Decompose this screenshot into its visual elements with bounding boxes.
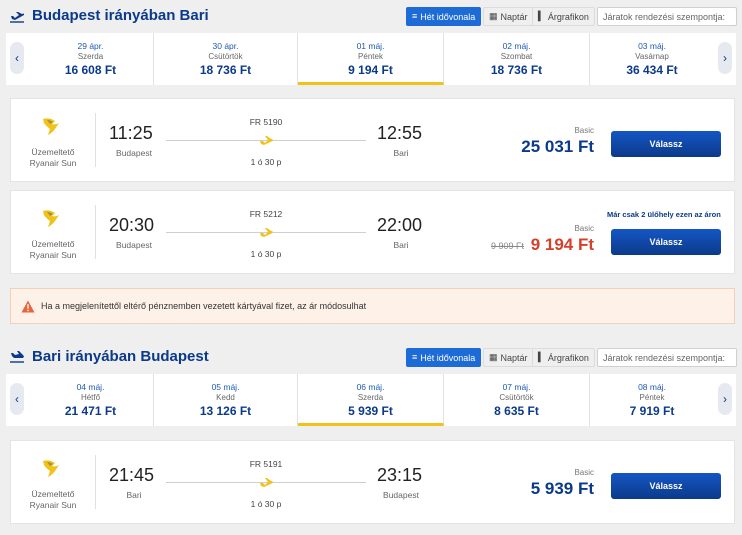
operator-name: Ryanair Sun bbox=[29, 500, 77, 510]
operator-name: Ryanair Sun bbox=[29, 158, 77, 168]
week-timeline-button[interactable]: ≡ Hét idővonala bbox=[406, 348, 482, 367]
chevron-left-icon: ‹ bbox=[15, 392, 19, 406]
date-cell[interactable]: 03 máj. Vasárnap 36 434 Ft bbox=[626, 41, 678, 77]
arrival-time: 12:55 bbox=[377, 123, 423, 143]
seats-remaining-note: Már csak 2 ülőhely ezen az áron bbox=[607, 210, 721, 219]
inbound-header: Bari irányában Budapest ≡ Hét idővonala … bbox=[0, 340, 742, 374]
week-timeline-button[interactable]: ≡ Hét idővonala bbox=[406, 7, 482, 26]
prev-week-button[interactable]: ‹ bbox=[10, 383, 24, 415]
ryanair-harp-logo bbox=[43, 460, 59, 477]
chevron-right-icon: › bbox=[723, 51, 727, 65]
arrival-city: Budapest bbox=[383, 490, 419, 500]
calendar-button[interactable]: ▦ Naptár bbox=[483, 348, 534, 367]
date-cell[interactable]: 02 máj. Szombat 18 736 Ft bbox=[444, 33, 590, 85]
date-cell[interactable]: 04 máj. Hétfő 21 471 Ft bbox=[28, 374, 154, 426]
sort-select[interactable]: Járatok rendezési szempontja: bbox=[597, 7, 737, 26]
departure-time: 11:25 bbox=[109, 123, 153, 143]
select-flight-button[interactable]: Válassz bbox=[611, 473, 721, 499]
date-cell-selected[interactable]: 01 máj. Péntek 9 194 Ft bbox=[298, 33, 444, 85]
divider bbox=[95, 455, 96, 509]
flight-duration: 1 ó 30 p bbox=[250, 157, 282, 167]
inbound-title: Bari irányában Budapest bbox=[32, 348, 209, 365]
departure-plane-icon bbox=[10, 12, 24, 23]
ryanair-harp-logo bbox=[43, 210, 59, 227]
date-cell[interactable]: 30 ápr. Csütörtök 18 736 Ft bbox=[154, 33, 298, 85]
prev-week-button[interactable]: ‹ bbox=[10, 42, 24, 74]
inbound-date-strip: ‹ 04 máj. Hétfő 21 471 Ft 05 máj. Kedd 1… bbox=[6, 374, 736, 426]
flight-card: Üzemeltető Ryanair Sun 11:25 Budapest FR… bbox=[10, 98, 735, 182]
flight-card: Üzemeltető Ryanair Sun 20:30 Budapest FR… bbox=[10, 190, 735, 274]
arrival-time: 22:00 bbox=[377, 215, 423, 235]
flight-price: 9 194 Ft bbox=[530, 235, 594, 254]
next-week-button[interactable]: › bbox=[718, 42, 732, 74]
outbound-header: Budapest irányában Bari ≡ Hét idővonala … bbox=[0, 0, 742, 34]
departure-time: 20:30 bbox=[109, 215, 155, 235]
select-flight-button[interactable]: Válassz bbox=[611, 131, 721, 157]
currency-warning: Ha a megjelenítettől eltérő pénznemben v… bbox=[10, 288, 735, 324]
warning-icon bbox=[21, 300, 35, 312]
plane-icon bbox=[260, 136, 273, 145]
date-cell[interactable]: 08 máj. Péntek 7 919 Ft bbox=[629, 382, 675, 418]
outbound-date-strip: ‹ 29 ápr. Szerda 16 608 Ft 30 ápr. Csütö… bbox=[6, 33, 736, 85]
arrival-plane-icon bbox=[10, 351, 24, 363]
price-chart-button[interactable]: ▍ Árgrafikon bbox=[532, 348, 595, 367]
departure-city: Bari bbox=[126, 490, 142, 500]
divider bbox=[95, 113, 96, 167]
flight-card: Üzemeltető Ryanair Sun 21:45 Bari FR 519… bbox=[10, 440, 735, 524]
calendar-button[interactable]: ▦ Naptár bbox=[483, 7, 534, 26]
arrival-time: 23:15 bbox=[377, 465, 423, 485]
departure-time: 21:45 bbox=[109, 465, 155, 485]
list-icon: ≡ bbox=[412, 352, 418, 362]
operator-name: Ryanair Sun bbox=[29, 250, 77, 260]
route-line bbox=[166, 140, 366, 141]
route-line bbox=[166, 482, 366, 483]
date-cell[interactable]: 07 máj. Csütörtök 8 635 Ft bbox=[444, 374, 590, 426]
operator-label: Üzemeltető bbox=[31, 239, 75, 249]
route-line bbox=[166, 232, 366, 233]
divider bbox=[95, 205, 96, 259]
ryanair-harp-logo bbox=[43, 118, 59, 135]
fare-type: Basic bbox=[574, 224, 594, 233]
flight-price: 25 031 Ft bbox=[521, 137, 594, 156]
flight-number: FR 5190 bbox=[249, 117, 283, 127]
calendar-icon: ▦ bbox=[489, 352, 498, 362]
outbound-title: Budapest irányában Bari bbox=[32, 7, 209, 24]
operator-label: Üzemeltető bbox=[31, 147, 75, 157]
departure-city: Budapest bbox=[116, 240, 152, 250]
flight-duration: 1 ó 30 p bbox=[250, 499, 282, 509]
flight-number: FR 5191 bbox=[249, 459, 283, 469]
arrival-city: Bari bbox=[393, 240, 409, 250]
flight-price: 5 939 Ft bbox=[530, 479, 594, 498]
date-cell-selected[interactable]: 06 máj. Szerda 5 939 Ft bbox=[298, 374, 444, 426]
bar-chart-icon: ▍ bbox=[538, 352, 545, 362]
date-cell[interactable]: 29 ápr. Szerda 16 608 Ft bbox=[28, 33, 154, 85]
flight-duration: 1 ó 30 p bbox=[250, 249, 282, 259]
arrival-city: Bari bbox=[393, 148, 409, 158]
list-icon: ≡ bbox=[412, 11, 418, 21]
flight-number: FR 5212 bbox=[249, 209, 283, 219]
date-cell[interactable]: 05 máj. Kedd 13 126 Ft bbox=[154, 374, 298, 426]
chevron-right-icon: › bbox=[723, 392, 727, 406]
price-chart-button[interactable]: ▍ Árgrafikon bbox=[532, 7, 595, 26]
departure-city: Budapest bbox=[116, 148, 152, 158]
plane-icon bbox=[260, 478, 273, 487]
chevron-left-icon: ‹ bbox=[15, 51, 19, 65]
calendar-icon: ▦ bbox=[489, 11, 498, 21]
sort-select[interactable]: Járatok rendezési szempontja: bbox=[597, 348, 737, 367]
bar-chart-icon: ▍ bbox=[538, 11, 545, 21]
warning-text: Ha a megjelenítettől eltérő pénznemben v… bbox=[41, 301, 367, 311]
old-price: 9 909 Ft bbox=[490, 241, 524, 251]
plane-icon bbox=[260, 228, 273, 237]
fare-type: Basic bbox=[574, 126, 594, 135]
next-week-button[interactable]: › bbox=[718, 383, 732, 415]
select-flight-button[interactable]: Válassz bbox=[611, 229, 721, 255]
fare-type: Basic bbox=[574, 468, 594, 477]
operator-label: Üzemeltető bbox=[31, 489, 75, 499]
